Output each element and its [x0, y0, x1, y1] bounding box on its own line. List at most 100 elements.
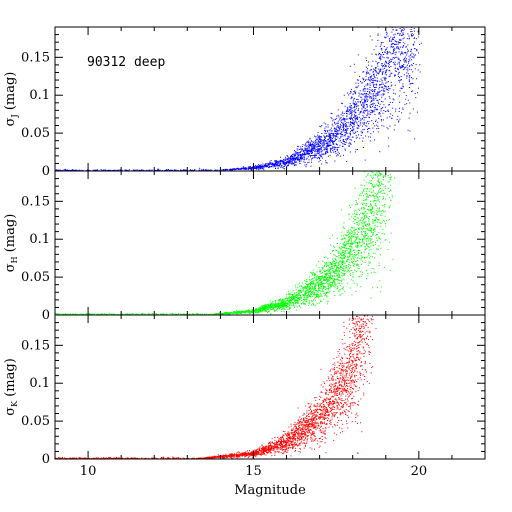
data-point: [409, 130, 411, 132]
data-point: [311, 150, 313, 152]
data-point: [330, 148, 332, 150]
data-point: [399, 11, 400, 12]
data-point: [406, 52, 408, 54]
data-point: [310, 165, 312, 167]
data-point: [158, 169, 160, 171]
data-point: [374, 86, 376, 88]
data-point: [393, 177, 395, 179]
data-point: [366, 104, 367, 105]
data-point: [383, 153, 384, 154]
data-point: [364, 211, 366, 213]
data-point: [357, 217, 359, 219]
data-point: [335, 147, 337, 148]
data-point: [353, 236, 355, 238]
data-point: [287, 305, 289, 307]
data-point: [322, 143, 324, 145]
data-point: [356, 242, 358, 244]
data-point: [358, 208, 359, 210]
data-point: [364, 159, 366, 161]
data-point: [311, 159, 313, 161]
data-point: [394, 57, 395, 59]
data-point: [341, 254, 343, 256]
data-point: [386, 69, 388, 71]
data-point: [372, 71, 374, 73]
data-point: [378, 181, 380, 183]
data-point: [348, 214, 350, 216]
data-point: [76, 169, 78, 171]
data-point: [340, 142, 342, 144]
data-point: [294, 154, 296, 156]
data-point: [284, 302, 286, 304]
data-point: [312, 144, 314, 146]
data-point: [342, 139, 344, 140]
data-point: [393, 38, 395, 40]
data-point: [383, 51, 385, 53]
data-point: [133, 169, 135, 171]
data-point: [323, 122, 325, 124]
data-point: [332, 138, 333, 140]
data-point: [382, 183, 384, 185]
data-point: [381, 107, 383, 109]
data-point: [362, 140, 364, 142]
data-point: [370, 200, 371, 202]
data-point: [378, 161, 379, 162]
data-point: [204, 169, 206, 171]
data-point: [346, 110, 348, 112]
data-point: [288, 297, 290, 299]
data-point: [319, 271, 321, 272]
data-point: [319, 301, 321, 303]
data-point: [358, 245, 360, 247]
data-point: [372, 172, 374, 174]
data-point: [260, 311, 261, 313]
data-point: [412, 90, 414, 92]
data-point: [410, 69, 412, 71]
data-point: [407, 10, 408, 11]
data-point: [323, 278, 325, 280]
data-point: [380, 161, 381, 162]
data-point: [344, 118, 346, 120]
data-point: [310, 140, 312, 142]
data-point: [360, 222, 362, 224]
data-point: [364, 247, 366, 249]
data-point: [359, 271, 361, 273]
data-point: [218, 169, 220, 171]
data-point: [368, 147, 369, 148]
data-point: [379, 162, 380, 163]
data-point: [248, 166, 250, 167]
data-point: [119, 169, 121, 171]
data-point: [283, 162, 284, 163]
data-point: [387, 113, 388, 114]
data-point: [342, 111, 344, 113]
data-point: [372, 208, 374, 210]
data-point: [382, 66, 384, 68]
data-point: [322, 154, 324, 156]
data-point: [379, 20, 380, 21]
data-point: [316, 138, 318, 140]
data-point: [367, 136, 369, 138]
data-point: [311, 153, 313, 154]
data-point: [315, 138, 317, 140]
data-point: [319, 154, 321, 156]
data-point: [409, 9, 410, 10]
data-point: [380, 69, 382, 70]
data-point: [192, 169, 193, 171]
data-point: [342, 257, 344, 259]
data-point: [395, 18, 396, 19]
data-point: [404, 56, 406, 58]
data-point: [337, 237, 339, 239]
data-point: [365, 100, 366, 102]
data-point: [286, 162, 288, 164]
data-point: [269, 166, 271, 168]
data-point: [382, 148, 383, 149]
data-point: [320, 279, 322, 281]
data-point: [383, 88, 385, 89]
data-point: [360, 135, 362, 136]
data-point: [378, 265, 380, 266]
data-point: [264, 308, 266, 310]
data-point: [105, 169, 107, 171]
data-point: [341, 131, 343, 133]
data-point: [323, 283, 325, 285]
data-point: [347, 270, 349, 272]
data-point: [379, 85, 381, 87]
data-point: [342, 123, 344, 125]
